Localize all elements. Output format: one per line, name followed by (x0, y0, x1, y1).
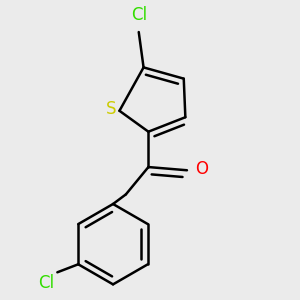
Text: S: S (106, 100, 116, 118)
Text: O: O (195, 160, 208, 178)
Text: Cl: Cl (131, 6, 147, 24)
Text: Cl: Cl (38, 274, 54, 292)
